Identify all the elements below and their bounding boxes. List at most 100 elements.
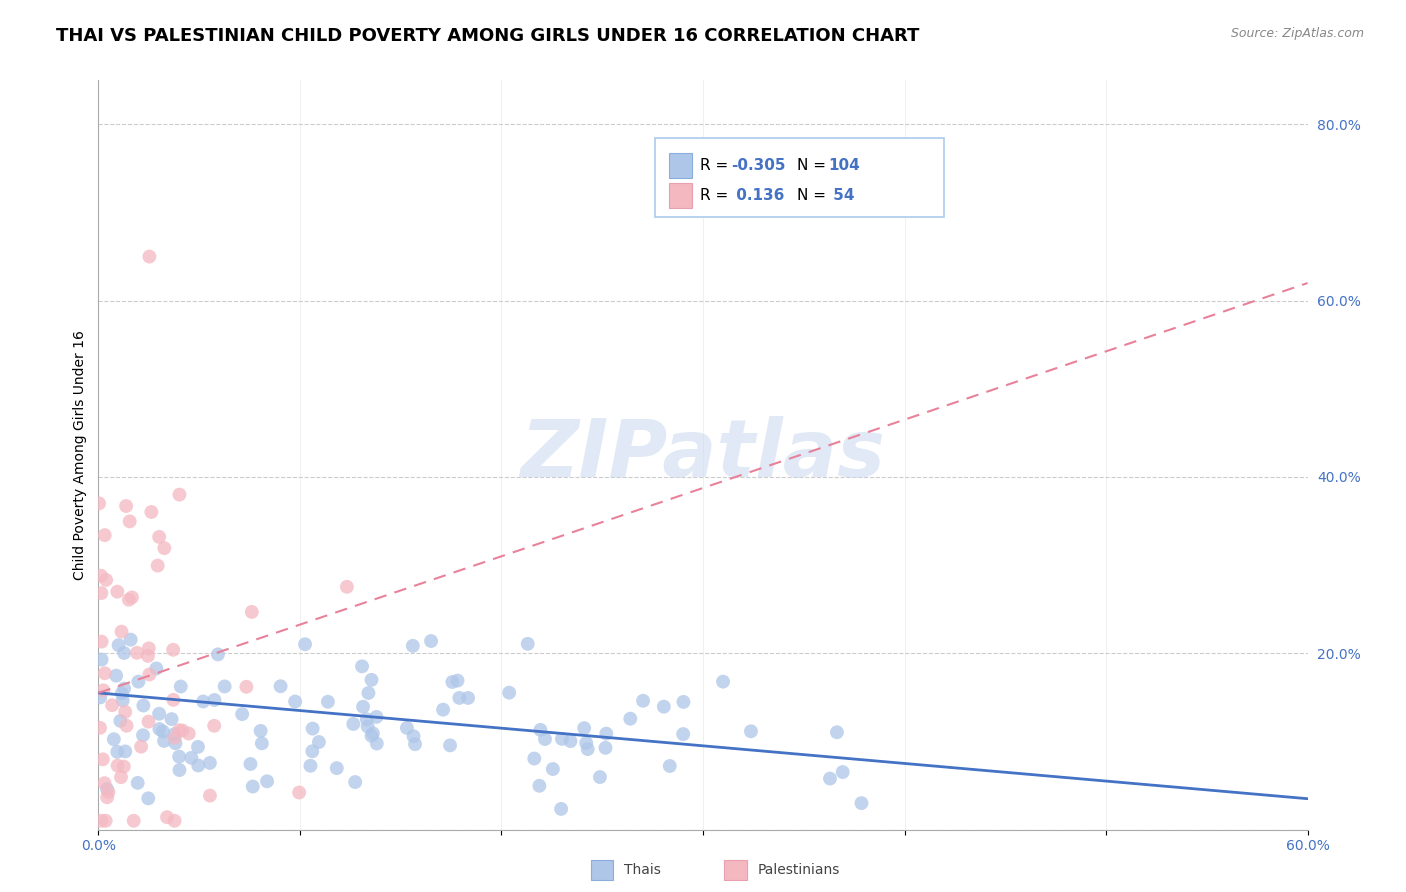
Point: [560, 734, 582, 748]
Point: [187, 758, 209, 772]
Text: N =: N =: [797, 158, 831, 173]
Point: [818, 772, 841, 786]
Point: [111, 693, 134, 707]
Point: [498, 686, 520, 700]
Point: [551, 731, 574, 746]
Point: [240, 605, 263, 619]
Point: [256, 774, 278, 789]
Point: [167, 749, 190, 764]
Point: [214, 680, 236, 694]
Point: [308, 735, 330, 749]
Point: [404, 737, 426, 751]
Point: [420, 634, 443, 648]
Point: [87, 496, 110, 510]
Point: [711, 674, 734, 689]
Point: [356, 719, 378, 733]
Point: [529, 779, 551, 793]
Point: [342, 717, 364, 731]
Point: [299, 758, 322, 772]
Point: [198, 789, 221, 803]
Point: [402, 639, 425, 653]
Point: [169, 763, 191, 777]
Text: Source: ZipAtlas.com: Source: ZipAtlas.com: [1230, 27, 1364, 40]
Point: [93, 528, 115, 542]
Point: [96, 782, 118, 797]
Point: [153, 734, 176, 748]
Text: 0.136: 0.136: [731, 188, 785, 203]
Text: THAI VS PALESTINIAN CHILD POVERTY AMONG GIRLS UNDER 16 CORRELATION CHART: THAI VS PALESTINIAN CHILD POVERTY AMONG …: [56, 27, 920, 45]
Point: [160, 712, 183, 726]
Point: [449, 690, 471, 705]
Point: [250, 736, 273, 750]
Point: [652, 699, 675, 714]
Point: [831, 765, 853, 780]
Point: [172, 723, 194, 738]
Point: [446, 673, 468, 688]
Point: [575, 736, 598, 750]
Point: [146, 558, 169, 573]
Point: [576, 742, 599, 756]
Point: [121, 591, 143, 605]
Point: [127, 776, 149, 790]
Point: [90, 814, 112, 828]
Point: [360, 673, 382, 687]
Point: [125, 646, 148, 660]
Point: [288, 785, 311, 799]
Point: [344, 775, 367, 789]
Point: [270, 679, 292, 693]
Y-axis label: Child Poverty Among Girls Under 16: Child Poverty Among Girls Under 16: [73, 330, 87, 580]
Point: [101, 698, 124, 713]
Point: [235, 680, 257, 694]
Point: [127, 674, 149, 689]
Point: [120, 632, 142, 647]
Point: [336, 580, 359, 594]
Point: [352, 699, 374, 714]
Point: [97, 785, 120, 799]
Point: [94, 814, 117, 828]
Point: [249, 723, 271, 738]
Text: Palestinians: Palestinians: [758, 863, 841, 877]
Point: [132, 698, 155, 713]
Text: 54: 54: [828, 188, 855, 203]
Point: [89, 721, 111, 735]
Point: [148, 530, 170, 544]
Point: [825, 725, 848, 739]
Point: [94, 666, 117, 681]
Point: [91, 752, 114, 766]
Point: [103, 732, 125, 747]
Point: [136, 791, 159, 805]
Point: [165, 736, 187, 750]
Point: [105, 745, 128, 759]
Point: [441, 675, 464, 690]
Text: N =: N =: [797, 188, 831, 203]
Point: [132, 728, 155, 742]
Point: [529, 723, 551, 737]
Point: [202, 719, 225, 733]
Point: [111, 686, 134, 700]
Point: [114, 744, 136, 758]
Point: [541, 762, 564, 776]
Point: [740, 724, 762, 739]
Point: [91, 683, 114, 698]
Point: [93, 776, 115, 790]
Point: [89, 690, 111, 705]
Point: [148, 706, 170, 721]
Point: [94, 573, 117, 587]
Point: [432, 703, 454, 717]
Point: [204, 693, 226, 707]
Point: [90, 586, 112, 600]
Point: [136, 648, 159, 663]
Point: [301, 744, 323, 758]
Point: [284, 694, 307, 708]
Point: [193, 694, 215, 708]
Point: [180, 751, 202, 765]
Point: [90, 652, 112, 666]
Point: [110, 624, 132, 639]
Point: [110, 714, 132, 728]
Point: [163, 731, 186, 745]
Point: [316, 695, 339, 709]
Point: [658, 759, 681, 773]
Point: [169, 487, 191, 501]
Point: [550, 802, 572, 816]
Point: [112, 759, 135, 773]
